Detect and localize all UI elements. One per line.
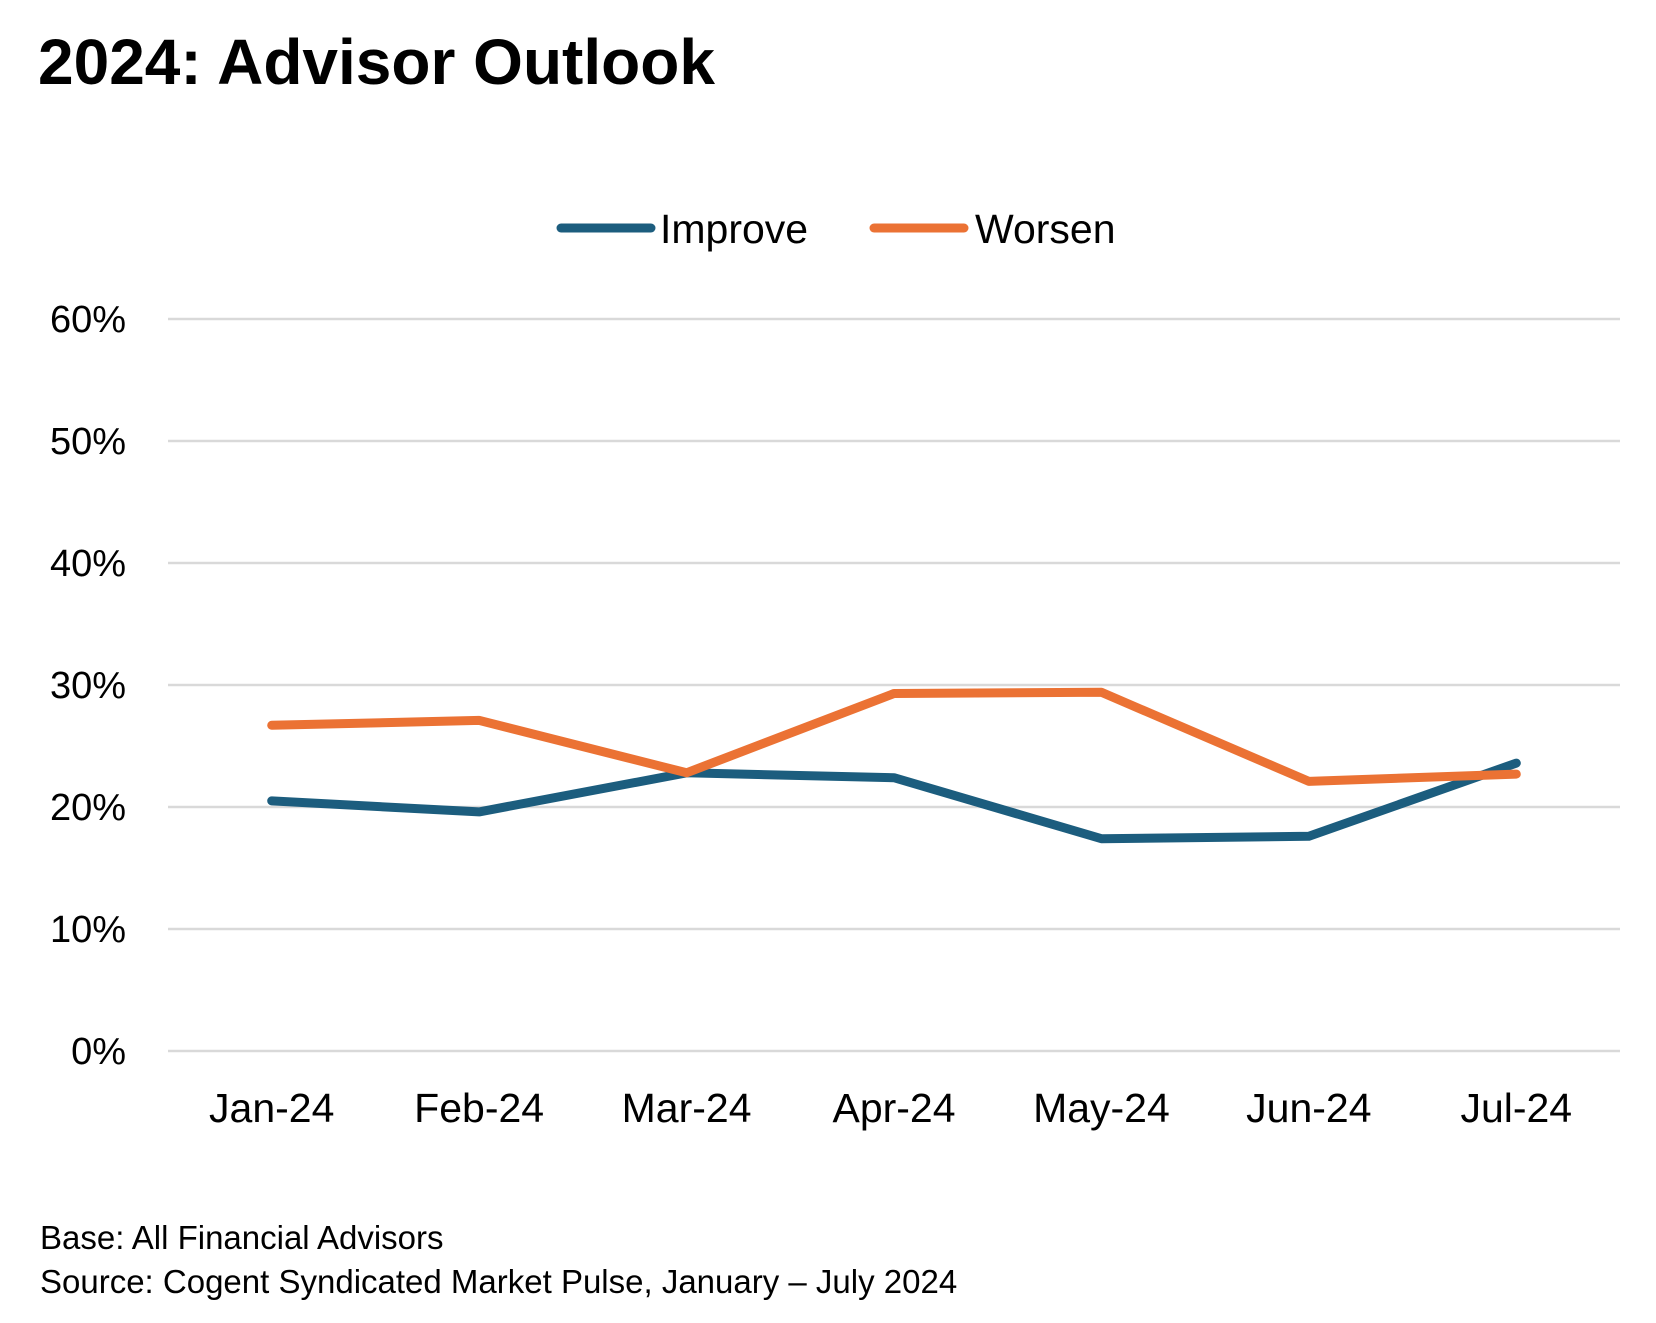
series-line-improve [267, 758, 1521, 844]
x-tick-label: Jan-24 [209, 1085, 334, 1131]
x-tick-label: Jun-24 [1246, 1085, 1371, 1131]
y-axis: 0% 10% 20% 30% 40% 50% 60% [50, 299, 126, 1073]
legend-label-improve: Improve [660, 206, 808, 252]
y-tick-label: 10% [50, 909, 126, 951]
legend-label-worsen: Worsen [975, 206, 1116, 252]
gridlines [168, 317, 1620, 1053]
footnote-base: Base: All Financial Advisors [40, 1219, 444, 1256]
series-lines [267, 687, 1521, 844]
y-tick-label: 40% [50, 543, 126, 585]
y-tick-label: 0% [71, 1031, 126, 1073]
y-tick-label: 50% [50, 421, 126, 463]
x-tick-label: Apr-24 [832, 1085, 955, 1131]
y-tick-label: 60% [50, 299, 126, 341]
page-title: 2024: Advisor Outlook [38, 26, 715, 98]
y-tick-label: 20% [50, 787, 126, 829]
legend: Improve Worsen [556, 206, 1116, 252]
footnote-source: Source: Cogent Syndicated Market Pulse, … [40, 1263, 958, 1300]
line-chart: 0% 10% 20% 30% 40% 50% 60% Jan-24 Feb-24 Mar-24 A… [50, 206, 1620, 1131]
y-tick-label: 30% [50, 665, 126, 707]
x-tick-label: Jul-24 [1460, 1085, 1572, 1131]
x-axis: Jan-24 Feb-24 Mar-24 Apr-24 May-24 Jun-24 Jul-… [209, 1085, 1572, 1131]
x-tick-label: Mar-24 [622, 1085, 752, 1131]
x-tick-label: May-24 [1033, 1085, 1170, 1131]
series-line-worsen [267, 687, 1521, 786]
x-tick-label: Feb-24 [414, 1085, 544, 1131]
